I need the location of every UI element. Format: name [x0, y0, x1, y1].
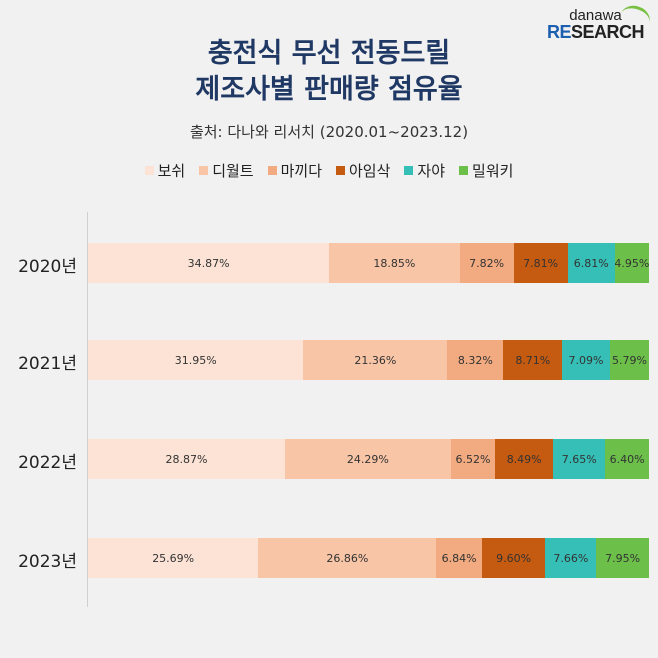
data-label: 6.52%	[455, 452, 491, 466]
bar-segment: 7.66%	[545, 538, 597, 578]
legend-swatch	[404, 166, 414, 175]
y-axis-line	[87, 212, 88, 607]
data-label: 25.69%	[152, 551, 195, 565]
data-label: 6.40%	[609, 452, 645, 466]
legend-item: 아임삭	[336, 160, 390, 181]
bar-segment: 28.87%	[88, 439, 285, 479]
legend-label: 마끼다	[280, 162, 322, 180]
category-label: 2023년	[18, 552, 77, 572]
data-label: 26.86%	[326, 551, 369, 565]
bar-segment: 8.71%	[503, 340, 563, 380]
bar-segment: 21.36%	[303, 340, 448, 380]
legend-item: 디월트	[199, 160, 254, 181]
bar-segment: 18.85%	[329, 243, 460, 283]
logo-bottom-text: RESEARCH	[546, 22, 645, 42]
data-label: 7.81%	[523, 256, 559, 270]
bar-segment: 6.52%	[450, 439, 496, 479]
data-label: 6.84%	[441, 551, 477, 565]
bar-segment: 25.69%	[88, 538, 259, 578]
bar-segment: 8.49%	[495, 439, 554, 479]
title-line-1: 충전식 무선 전동드릴	[207, 38, 451, 69]
data-label: 5.79%	[611, 353, 647, 367]
legend-swatch	[267, 166, 277, 175]
logo-top-text: danawa	[547, 1, 654, 36]
bar-segment: 6.40%	[605, 439, 649, 479]
bar-segment: 31.95%	[88, 340, 304, 380]
bar-segment: 7.95%	[596, 538, 649, 578]
legend-label: 보쉬	[157, 162, 186, 180]
stacked-bar: 25.69% 26.86% 6.84% 9.60% 7.66% 7.95%	[88, 538, 649, 578]
data-label: 7.82%	[469, 256, 505, 270]
data-label: 7.66%	[553, 551, 589, 565]
chart-subtitle: 출처: 다나와 리서치 (2020.01~2023.12)	[189, 123, 469, 141]
bar-segment: 7.81%	[513, 243, 568, 283]
category-label: 2020년	[18, 257, 77, 277]
bar-segment: 6.84%	[436, 538, 482, 578]
stacked-bar: 34.87% 18.85% 7.82% 7.81% 6.81% 4.95%	[88, 243, 649, 283]
legend-swatch	[199, 166, 209, 175]
legend-item: 밀워키	[459, 160, 513, 181]
legend-swatch	[459, 166, 469, 175]
legend-label: 디월트	[212, 162, 254, 180]
data-label: 34.87%	[187, 256, 230, 270]
bar-segment: 7.09%	[562, 340, 610, 380]
stacked-bar: 28.87% 24.29% 6.52% 8.49% 7.65% 6.40%	[88, 439, 649, 479]
data-label: 31.95%	[174, 353, 217, 367]
bar-segment: 9.60%	[481, 538, 546, 578]
data-label: 4.95%	[614, 256, 649, 270]
legend-swatch	[336, 166, 345, 175]
data-label: 6.81%	[573, 256, 609, 270]
bar-segment: 5.79%	[609, 340, 649, 380]
chart-title: 충전식 무선 전동드릴 제조사별 판매량 점유율	[0, 36, 658, 108]
data-label: 9.60%	[496, 551, 532, 565]
title-line-2: 제조사별 판매량 점유율	[195, 74, 463, 105]
legend: 보쉬 디월트 마끼다 아임삭 자야 밀워키	[0, 160, 658, 181]
data-label: 8.71%	[515, 353, 551, 367]
data-label: 18.85%	[373, 256, 416, 270]
category-label: 2021년	[18, 354, 77, 374]
bar-segment: 6.81%	[567, 243, 615, 283]
bar-segment: 7.65%	[553, 439, 606, 479]
data-label: 8.49%	[506, 452, 542, 466]
data-label: 21.36%	[354, 353, 397, 367]
data-label: 7.09%	[568, 353, 604, 367]
legend-item: 자야	[404, 160, 445, 181]
legend-item: 보쉬	[144, 160, 186, 181]
legend-item: 마끼다	[267, 160, 322, 181]
data-label: 28.87%	[165, 452, 208, 466]
bar-segment: 4.95%	[614, 243, 649, 283]
data-label: 24.29%	[346, 452, 389, 466]
data-label: 7.65%	[561, 452, 597, 466]
legend-label: 자야	[417, 162, 446, 180]
category-label: 2022년	[18, 453, 77, 473]
bar-segment: 7.82%	[459, 243, 514, 283]
danawa-research-logo: danawa RESEARCH	[546, 1, 654, 42]
bar-segment: 8.32%	[447, 340, 504, 380]
data-label: 8.32%	[457, 353, 493, 367]
data-label: 7.95%	[605, 551, 641, 565]
stacked-bar: 31.95% 21.36% 8.32% 8.71% 7.09% 5.79%	[88, 340, 649, 380]
bar-segment: 34.87%	[88, 243, 330, 283]
legend-label: 밀워키	[472, 162, 514, 180]
legend-label: 아임삭	[349, 162, 391, 180]
bar-segment: 24.29%	[284, 439, 451, 479]
legend-swatch	[144, 166, 154, 175]
bar-segment: 26.86%	[258, 538, 437, 578]
